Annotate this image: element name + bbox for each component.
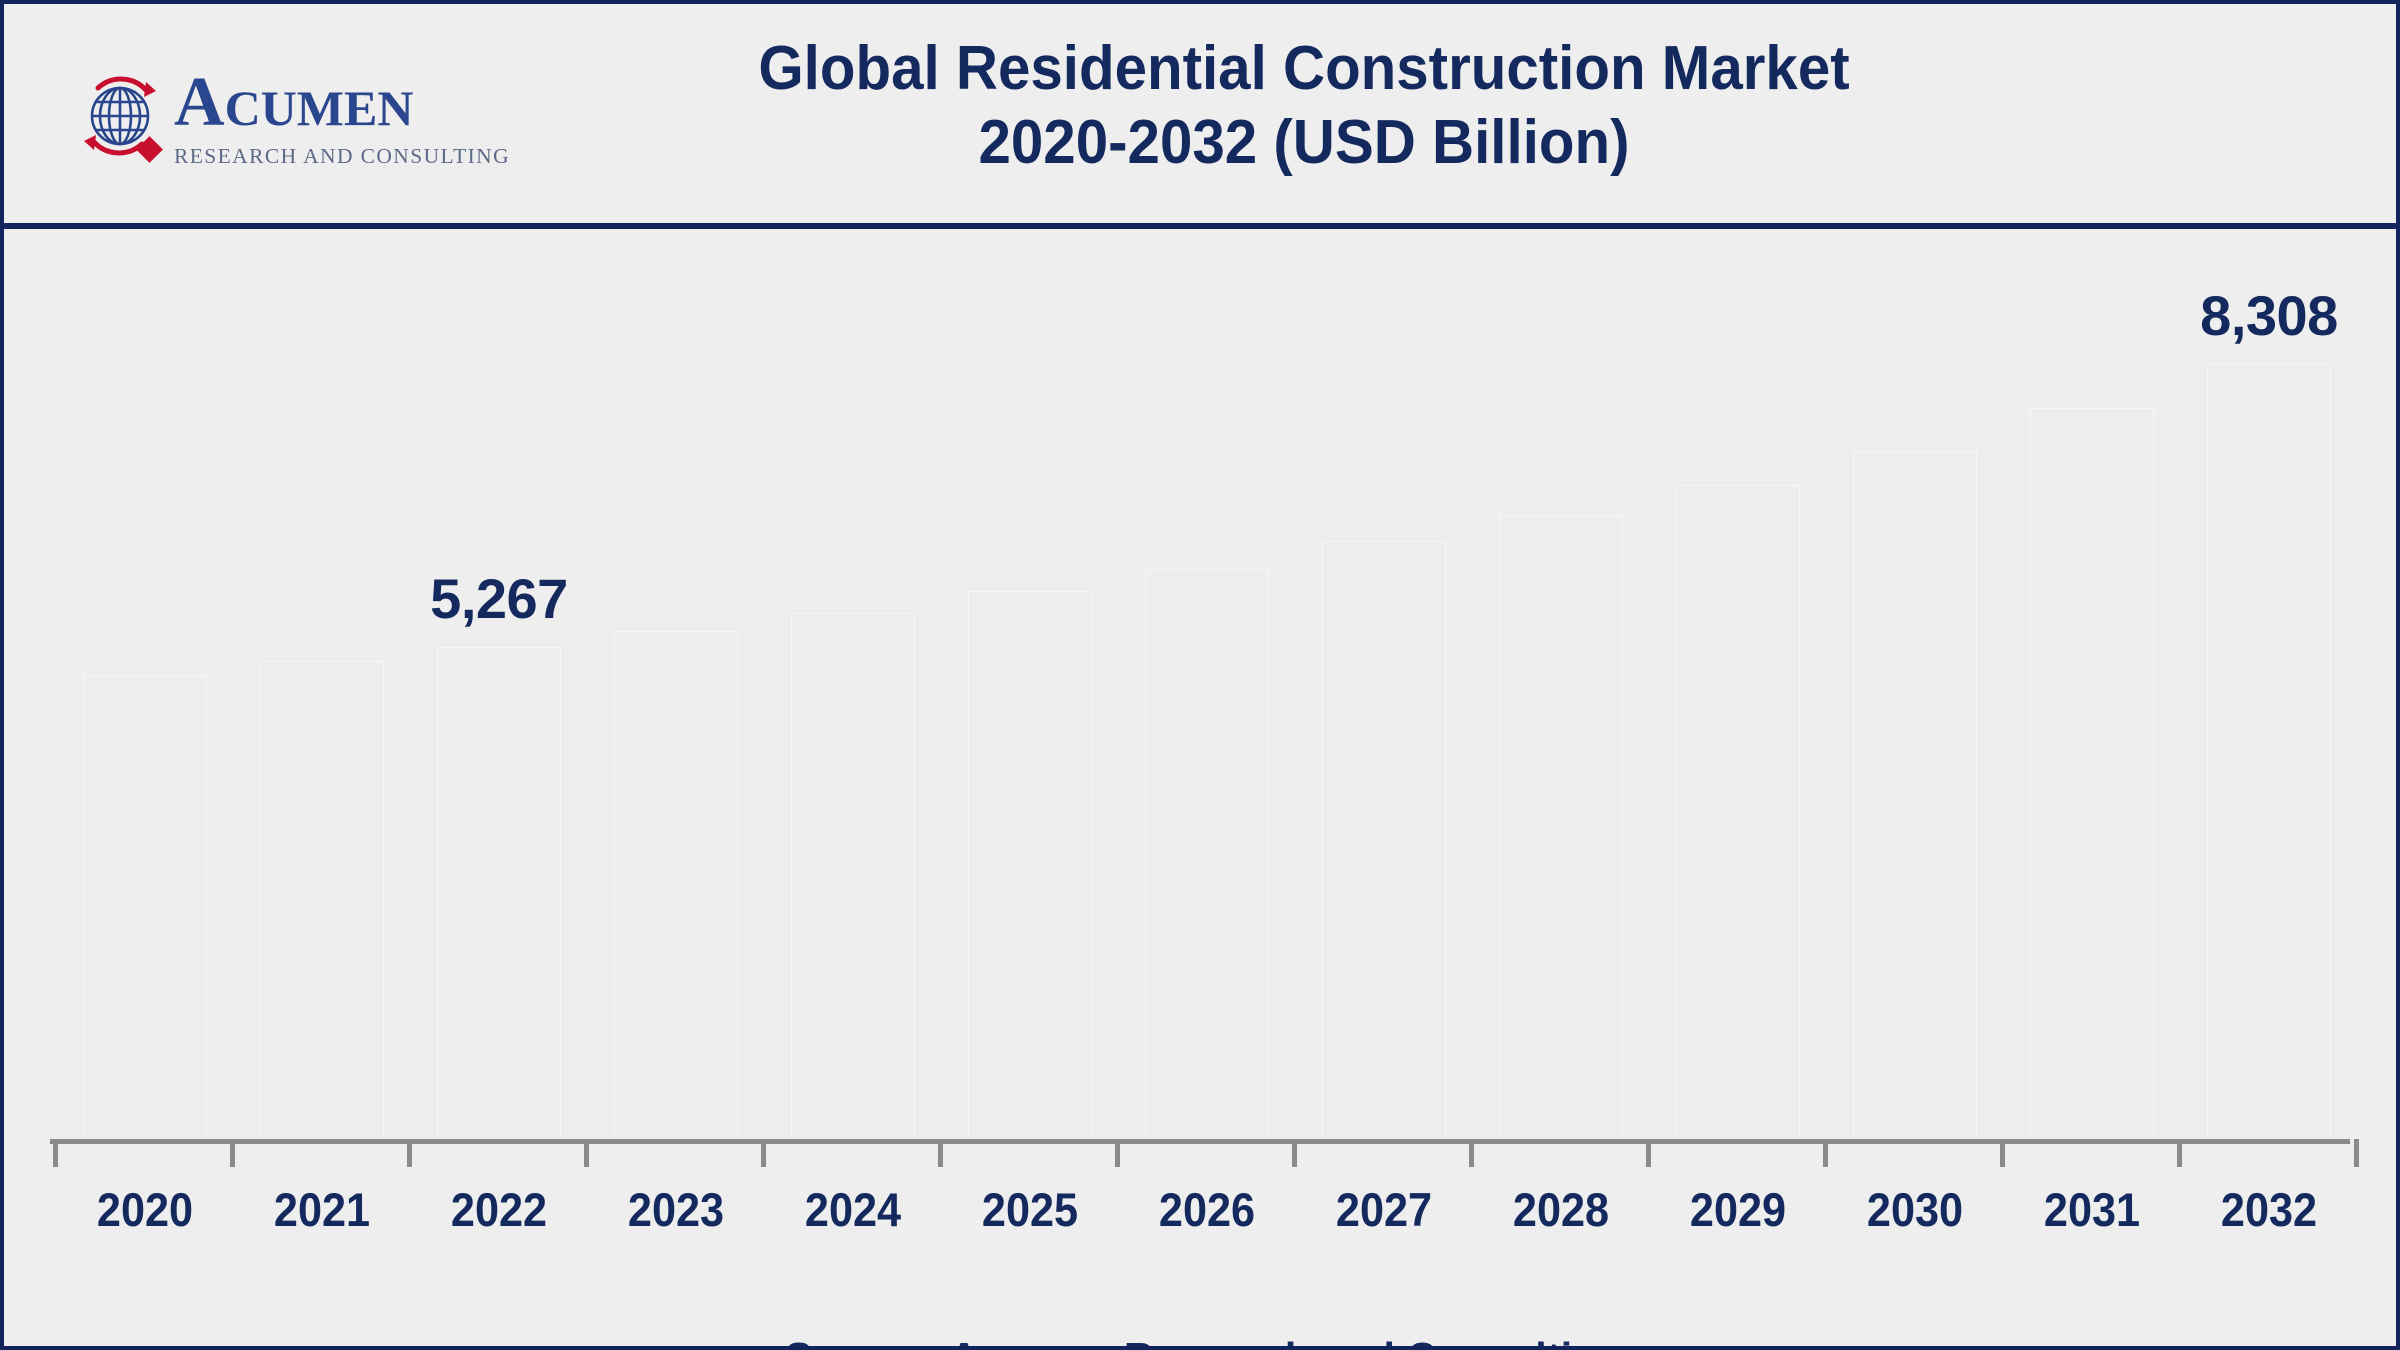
x-axis-category-label: 2025 xyxy=(981,1183,1079,1236)
page-title-line-1: Global Residential Construction Market xyxy=(758,34,1850,103)
bar[interactable] xyxy=(84,676,206,1139)
bar[interactable] xyxy=(2208,365,2330,1139)
bar-group xyxy=(792,614,914,1139)
bar[interactable] xyxy=(792,614,914,1139)
bar-chart: 5,267 8,308 Source: Acumen Research and C… xyxy=(4,229,2396,1346)
x-axis-category-label: 2026 xyxy=(1158,1183,1256,1236)
bar-value-label: 8,308 xyxy=(2200,284,2338,348)
logo-word: ACUMEN xyxy=(174,64,414,141)
x-axis-tick xyxy=(1115,1139,1120,1167)
x-axis-category-label: 2027 xyxy=(1335,1183,1433,1236)
bar-group xyxy=(1323,542,1445,1139)
bar-group xyxy=(969,592,1091,1139)
bar[interactable] xyxy=(1854,452,1976,1139)
globe-arrows-icon xyxy=(70,66,170,166)
acumen-logo: ACUMEN RESEARCH AND CONSULTING xyxy=(70,66,509,171)
bar-group xyxy=(1854,452,1976,1139)
x-axis-tick xyxy=(938,1139,943,1167)
x-axis-category-label: 2020 xyxy=(96,1183,194,1236)
logo-tagline: RESEARCH AND CONSULTING xyxy=(174,144,511,168)
x-axis-tick xyxy=(1646,1139,1651,1167)
bar[interactable] xyxy=(2031,409,2153,1139)
page-title-line-2: 2020-2032 (USD Billion) xyxy=(978,108,1630,177)
x-axis-category-label: 2021 xyxy=(273,1183,371,1236)
bar[interactable] xyxy=(969,592,1091,1139)
logo-wordmark: ACUMEN RESEARCH AND CONSULTING xyxy=(174,64,511,169)
bar-group: 5,267 xyxy=(430,570,568,1139)
x-axis-tick xyxy=(2354,1139,2359,1167)
bar[interactable] xyxy=(615,632,737,1139)
bar-group xyxy=(84,676,206,1139)
plot-area: 5,267 8,308 xyxy=(4,229,2396,1346)
x-axis-line xyxy=(50,1139,2350,1144)
x-axis-category-label: 2022 xyxy=(450,1183,548,1236)
bar-group xyxy=(615,632,737,1139)
bar[interactable] xyxy=(1500,516,1622,1139)
bar-value-label: 5,267 xyxy=(430,567,568,631)
header: ACUMEN RESEARCH AND CONSULTING Global Re… xyxy=(4,4,2396,223)
bar-group xyxy=(261,662,383,1139)
x-axis-category-label: 2023 xyxy=(627,1183,725,1236)
header-divider xyxy=(4,223,2396,229)
bar-group: 8,308 xyxy=(2200,287,2338,1139)
x-axis-tick xyxy=(230,1139,235,1167)
x-axis-tick xyxy=(584,1139,589,1167)
bar-group xyxy=(1146,570,1268,1139)
bar[interactable] xyxy=(1677,486,1799,1139)
bar[interactable] xyxy=(261,662,383,1139)
x-axis-category-label: 2028 xyxy=(1512,1183,1610,1236)
x-axis-tick xyxy=(761,1139,766,1167)
x-axis-tick xyxy=(2000,1139,2005,1167)
bar[interactable] xyxy=(438,648,560,1139)
bar-group xyxy=(2031,409,2153,1139)
x-axis-category-label: 2029 xyxy=(1689,1183,1787,1236)
x-axis-tick xyxy=(1469,1139,1474,1167)
x-axis-category-label: 2024 xyxy=(804,1183,902,1236)
bar-group xyxy=(1500,516,1622,1139)
x-axis-category-label: 2031 xyxy=(2043,1183,2141,1236)
x-axis-tick xyxy=(1823,1139,1828,1167)
x-axis-tick xyxy=(1292,1139,1297,1167)
x-axis-tick xyxy=(407,1139,412,1167)
bar[interactable] xyxy=(1146,570,1268,1139)
bar[interactable] xyxy=(1323,542,1445,1139)
x-axis-tick xyxy=(53,1139,58,1167)
bar-group xyxy=(1677,486,1799,1139)
x-axis-category-label: 2030 xyxy=(1866,1183,1964,1236)
x-axis-tick xyxy=(2177,1139,2182,1167)
x-axis-category-label: 2032 xyxy=(2220,1183,2318,1236)
source-note: Source: Acumen Research and Consulting xyxy=(4,1334,2396,1346)
page-title: Global Residential Construction Market 2… xyxy=(524,32,2084,180)
